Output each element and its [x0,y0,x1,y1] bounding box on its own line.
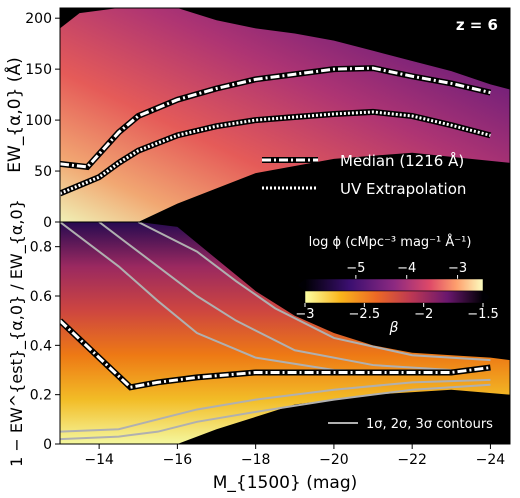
bottom-plot-frame [59,221,511,445]
contour-legend: 1σ, 2σ, 3σ contours [328,417,493,432]
colorbar1-tick-label: −5 [346,261,365,276]
bottom-ytick-label: 0.6 [30,289,52,305]
contour-line-4 [60,383,491,441]
bottom-panel: 00.20.40.60.8 −14 −16 −18 −20 −22 −24 1 − EW^… [7,199,511,493]
legend-uv-label: UV Extrapolation [340,180,466,198]
top-ytick-label: 100 [25,113,52,129]
bottom-ytick-label: 0 [43,437,52,453]
bottom-y-axis-label: 1 − EW^{est}_{α,0} / EW_{α,0} [7,199,27,467]
contour-line-1 [98,222,452,371]
top-panel: 0 50 100 150 200 z = 6 EW_{α,0} (Å) Median (… [3,7,511,231]
bottom-ytick-label: 0.8 [30,240,52,256]
colorbar2-extend-arrow [483,291,490,303]
legend-median-label: Median (1216 Å) [340,151,464,170]
colorbar1-label: log ϕ (cMpc⁻³ mag⁻¹ Å⁻¹) [309,234,472,250]
top-ytick-label: 200 [25,11,52,27]
xtick-label: −16 [163,452,193,468]
colorbar2-tick-label: −3 [295,307,314,322]
colorbar2-label: β [389,320,399,336]
top-ytick-label: 0 [43,215,52,231]
top-y-axis-label: EW_{α,0} (Å) [3,57,25,172]
colorbars: log ϕ (cMpc⁻³ mag⁻¹ Å⁻¹) −5 −4 −3 −3 −2.5 −2… [295,234,498,336]
colorbar1 [304,278,484,292]
colorbar1-tick-label: −3 [448,261,467,276]
colorbar2 [304,290,484,304]
contour-line-2 [137,222,491,362]
xtick-label: −14 [84,452,114,468]
colorbar1-tick-label: −4 [397,261,416,276]
top-ytick-label: 50 [34,164,52,180]
top-ytick-label: 150 [25,62,52,78]
colorbar1-extend-arrow [298,279,305,291]
contours [60,222,491,441]
xtick-label: −20 [319,452,349,468]
colorbar2-tick-label: −1.5 [467,307,499,322]
bottom-ytick-label: 0.2 [30,388,52,404]
xtick-label: −24 [476,452,506,468]
colorbar2-tick-label: −2 [414,307,433,322]
contour-legend-label: 1σ, 2σ, 3σ contours [366,417,493,432]
x-axis-label: M_{1500} (mag) [213,473,358,493]
contour-line-3 [60,378,491,433]
bottom-series-median-line [60,319,491,389]
colorbar2-tick-label: −2.5 [349,307,381,322]
xtick-label: −18 [241,452,271,468]
top-series-uv-extrapolation-line [60,110,491,195]
top-legend: Median (1216 Å) UV Extrapolation [262,151,466,198]
redshift-annotation: z = 6 [456,16,498,34]
bottom-ytick-label: 0.4 [30,338,52,354]
top-series-median-line [60,66,491,169]
xtick-label: −22 [397,452,427,468]
